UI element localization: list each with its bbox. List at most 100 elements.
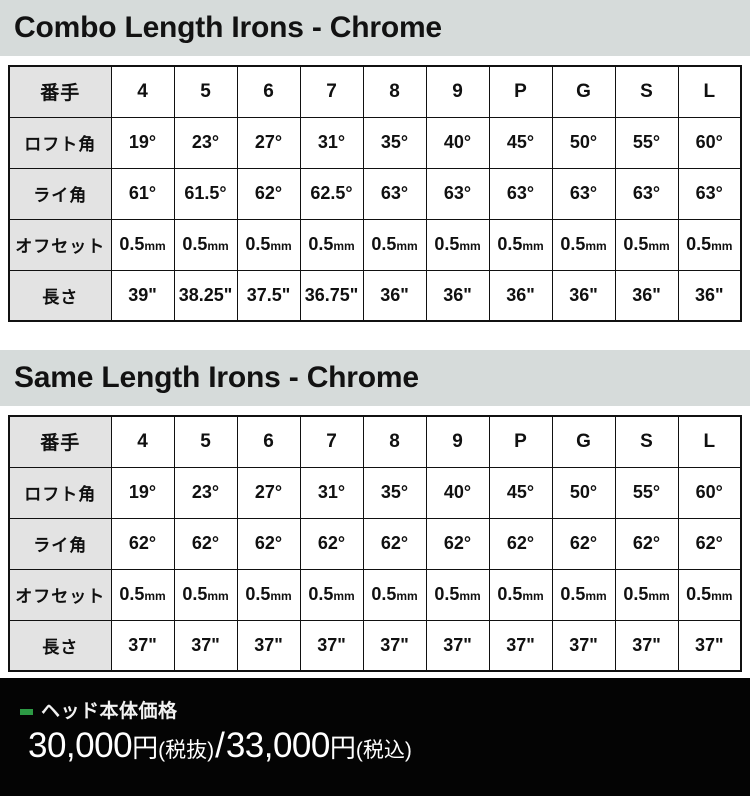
cell-loft-9: 40° (425, 116, 490, 169)
row-label-lie: ライ角 (8, 517, 112, 570)
offset-unit: mm (396, 239, 418, 253)
cell-lie-l: 62° (677, 517, 742, 570)
table-row-length: 長さ 39" 38.25" 37.5" 36.75" 36" 36" 36" 3… (8, 269, 742, 322)
row-label-offset: オフセット (8, 218, 112, 271)
price-label: ヘッド本体価格 (41, 701, 178, 722)
offset-value: 0.5 (434, 584, 460, 604)
row-label-length: 長さ (8, 619, 112, 672)
cell-lie-g: 62° (551, 517, 616, 570)
cell-club-8: 8 (362, 415, 427, 468)
offset-unit: mm (585, 589, 607, 603)
cell-lie-4: 61° (110, 167, 175, 220)
cell-offset-5: 0.5mm (173, 568, 238, 621)
cell-offset-7: 0.5mm (299, 218, 364, 271)
section-title-band-same: Same Length Irons - Chrome (0, 350, 750, 406)
cell-loft-p: 45° (488, 116, 553, 169)
cell-lie-8: 63° (362, 167, 427, 220)
section-title-combo: Combo Length Irons - Chrome (14, 11, 442, 44)
cell-club-4: 4 (110, 65, 175, 118)
price-label-row: ヘッド本体価格 (0, 678, 750, 721)
cell-length-5: 37" (173, 619, 238, 672)
cell-lie-7: 62° (299, 517, 364, 570)
offset-value: 0.5 (119, 234, 145, 254)
cell-offset-l: 0.5mm (677, 218, 742, 271)
cell-offset-p: 0.5mm (488, 218, 553, 271)
cell-length-s: 37" (614, 619, 679, 672)
offset-unit: mm (333, 239, 355, 253)
table-row-offset: オフセット 0.5mm 0.5mm 0.5mm 0.5mm 0.5mm 0.5m… (8, 568, 742, 621)
cell-offset-4: 0.5mm (110, 218, 175, 271)
cell-offset-6: 0.5mm (236, 568, 301, 621)
cell-length-s: 36" (614, 269, 679, 322)
cell-club-g: G (551, 415, 616, 468)
cell-length-7: 36.75" (299, 269, 364, 322)
row-label-offset: オフセット (8, 568, 112, 621)
cell-length-6: 37" (236, 619, 301, 672)
section-title-same: Same Length Irons - Chrome (14, 361, 419, 394)
cell-offset-5: 0.5mm (173, 218, 238, 271)
offset-unit: mm (522, 589, 544, 603)
cell-offset-l: 0.5mm (677, 568, 742, 621)
cell-offset-g: 0.5mm (551, 218, 616, 271)
cell-length-g: 36" (551, 269, 616, 322)
row-label-lie: ライ角 (8, 167, 112, 220)
cell-loft-8: 35° (362, 466, 427, 519)
cell-lie-5: 61.5° (173, 167, 238, 220)
table-row-loft: ロフト角 19° 23° 27° 31° 35° 40° 45° 50° 55°… (8, 466, 742, 519)
cell-length-8: 37" (362, 619, 427, 672)
offset-unit: mm (207, 589, 229, 603)
table-row-club-number: 番手 4 5 6 7 8 9 P G S L (8, 65, 742, 118)
cell-length-p: 37" (488, 619, 553, 672)
row-label-loft: ロフト角 (8, 116, 112, 169)
section-divider-gap (0, 322, 750, 350)
cell-loft-g: 50° (551, 116, 616, 169)
cell-club-8: 8 (362, 65, 427, 118)
cell-loft-4: 19° (110, 116, 175, 169)
offset-unit: mm (144, 589, 166, 603)
cell-lie-p: 62° (488, 517, 553, 570)
cell-offset-s: 0.5mm (614, 218, 679, 271)
cell-lie-g: 63° (551, 167, 616, 220)
offset-unit: mm (711, 589, 733, 603)
row-label-club-number: 番手 (8, 415, 112, 468)
price-excl-yen: 円 (132, 733, 159, 763)
offset-value: 0.5 (497, 584, 523, 604)
offset-value: 0.5 (308, 234, 334, 254)
cell-club-5: 5 (173, 415, 238, 468)
offset-unit: mm (270, 239, 292, 253)
cell-club-p: P (488, 415, 553, 468)
offset-value: 0.5 (686, 234, 712, 254)
offset-value: 0.5 (434, 234, 460, 254)
cell-club-9: 9 (425, 415, 490, 468)
cell-length-4: 37" (110, 619, 175, 672)
offset-value: 0.5 (371, 584, 397, 604)
price-incl-tax-note: (税込) (355, 739, 412, 762)
price-amount-row: 30,000円(税抜)/33,000円(税込) (0, 721, 750, 763)
cell-lie-4: 62° (110, 517, 175, 570)
cell-lie-6: 62° (236, 167, 301, 220)
offset-value: 0.5 (623, 584, 649, 604)
cell-loft-5: 23° (173, 116, 238, 169)
cell-length-9: 37" (425, 619, 490, 672)
cell-loft-l: 60° (677, 466, 742, 519)
offset-unit: mm (585, 239, 607, 253)
cell-loft-s: 55° (614, 116, 679, 169)
offset-unit: mm (270, 589, 292, 603)
cell-club-7: 7 (299, 415, 364, 468)
cell-length-p: 36" (488, 269, 553, 322)
cell-length-5: 38.25" (173, 269, 238, 322)
cell-offset-4: 0.5mm (110, 568, 175, 621)
table-row-lie: ライ角 62° 62° 62° 62° 62° 62° 62° 62° 62° … (8, 517, 742, 570)
cell-club-5: 5 (173, 65, 238, 118)
offset-value: 0.5 (686, 584, 712, 604)
offset-value: 0.5 (371, 234, 397, 254)
offset-unit: mm (207, 239, 229, 253)
table-row-length: 長さ 37" 37" 37" 37" 37" 37" 37" 37" 37" 3… (8, 619, 742, 672)
cell-offset-6: 0.5mm (236, 218, 301, 271)
offset-unit: mm (648, 239, 670, 253)
cell-club-s: S (614, 415, 679, 468)
cell-offset-s: 0.5mm (614, 568, 679, 621)
cell-lie-6: 62° (236, 517, 301, 570)
cell-lie-5: 62° (173, 517, 238, 570)
